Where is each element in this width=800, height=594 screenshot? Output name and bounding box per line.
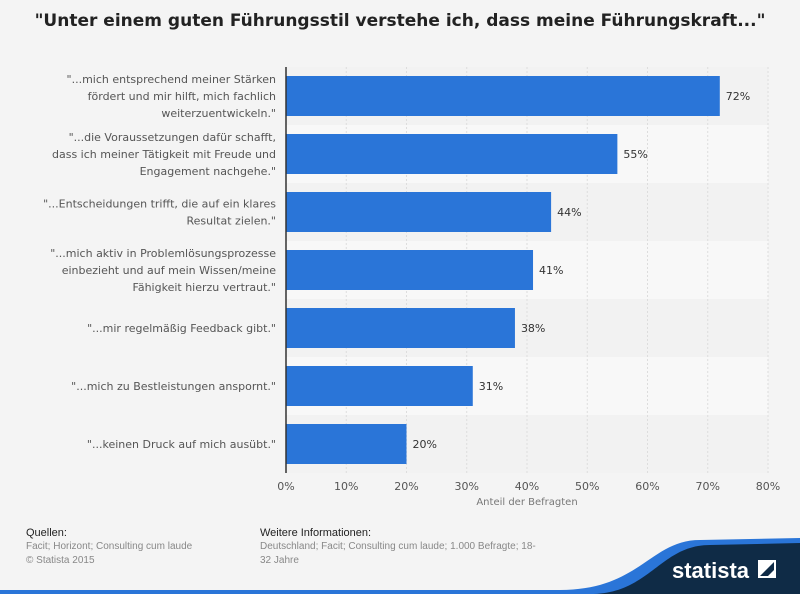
category-label: Fähigkeit hierzu vertraut." — [133, 281, 276, 294]
bar — [286, 192, 552, 232]
bar — [286, 76, 720, 116]
category-label: "...die Voraussetzungen dafür schafft, — [69, 131, 276, 144]
x-tick-label: 0% — [277, 480, 294, 493]
bar — [286, 308, 515, 348]
x-axis-label: Anteil der Befragten — [476, 497, 577, 508]
x-tick-label: 40% — [515, 480, 539, 493]
data-label: 44% — [557, 206, 581, 219]
info-heading: Weitere Informationen: — [260, 527, 372, 539]
sources-heading: Quellen: — [26, 527, 67, 539]
bar — [286, 250, 534, 290]
category-label: "...Entscheidungen trifft, die auf ein k… — [43, 198, 276, 211]
x-tick-label: 20% — [394, 480, 418, 493]
statista-logo-banner[interactable]: statista — [0, 500, 800, 594]
data-label: 38% — [521, 322, 545, 335]
category-label: weiterzuentwickeln." — [161, 107, 276, 120]
category-label: fördert und mir hilft, mich fachlich — [88, 90, 276, 103]
copyright-line: © Statista 2015 — [26, 555, 95, 566]
data-label: 55% — [623, 148, 647, 161]
category-label: Engagement nachgehe." — [140, 165, 276, 178]
category-label: einbezieht und auf mein Wissen/meine — [62, 264, 277, 277]
bar — [286, 424, 407, 464]
x-tick-label: 50% — [575, 480, 599, 493]
data-label: 31% — [479, 380, 503, 393]
x-tick-label: 10% — [334, 480, 358, 493]
further-info: Weitere Informationen: Deutschland; Faci… — [260, 526, 536, 568]
category-label: Resultat zielen." — [187, 215, 277, 228]
category-label: "...mich entsprechend meiner Stärken — [67, 73, 276, 86]
x-tick-label: 80% — [756, 480, 780, 493]
x-tick-label: 60% — [635, 480, 659, 493]
data-label: 41% — [539, 264, 563, 277]
category-label: "...keinen Druck auf mich ausübt." — [87, 438, 276, 451]
category-label: "...mich aktiv in Problemlösungsprozesse — [50, 247, 276, 260]
chart-title: "Unter einem guten Führungsstil verstehe… — [34, 11, 766, 31]
logo-text: statista — [672, 558, 750, 583]
x-tick-label: 30% — [455, 480, 479, 493]
category-label: dass ich meiner Tätigkeit mit Freude und — [52, 148, 276, 161]
info-line: 32 Jahre — [260, 555, 299, 566]
category-label: "...mich zu Bestleistungen anspornt." — [71, 380, 276, 393]
bar — [286, 134, 618, 174]
sources-line: Facit; Horizont; Consulting cum laude — [26, 541, 193, 552]
category-label: "...mir regelmäßig Feedback gibt." — [87, 322, 276, 335]
info-line: Deutschland; Facit; Consulting cum laude… — [260, 541, 536, 552]
data-label: 20% — [413, 438, 437, 451]
bar — [286, 366, 473, 406]
data-label: 72% — [726, 90, 750, 103]
sources: Quellen: Facit; Horizont; Consulting cum… — [26, 526, 192, 568]
x-tick-label: 70% — [696, 480, 720, 493]
